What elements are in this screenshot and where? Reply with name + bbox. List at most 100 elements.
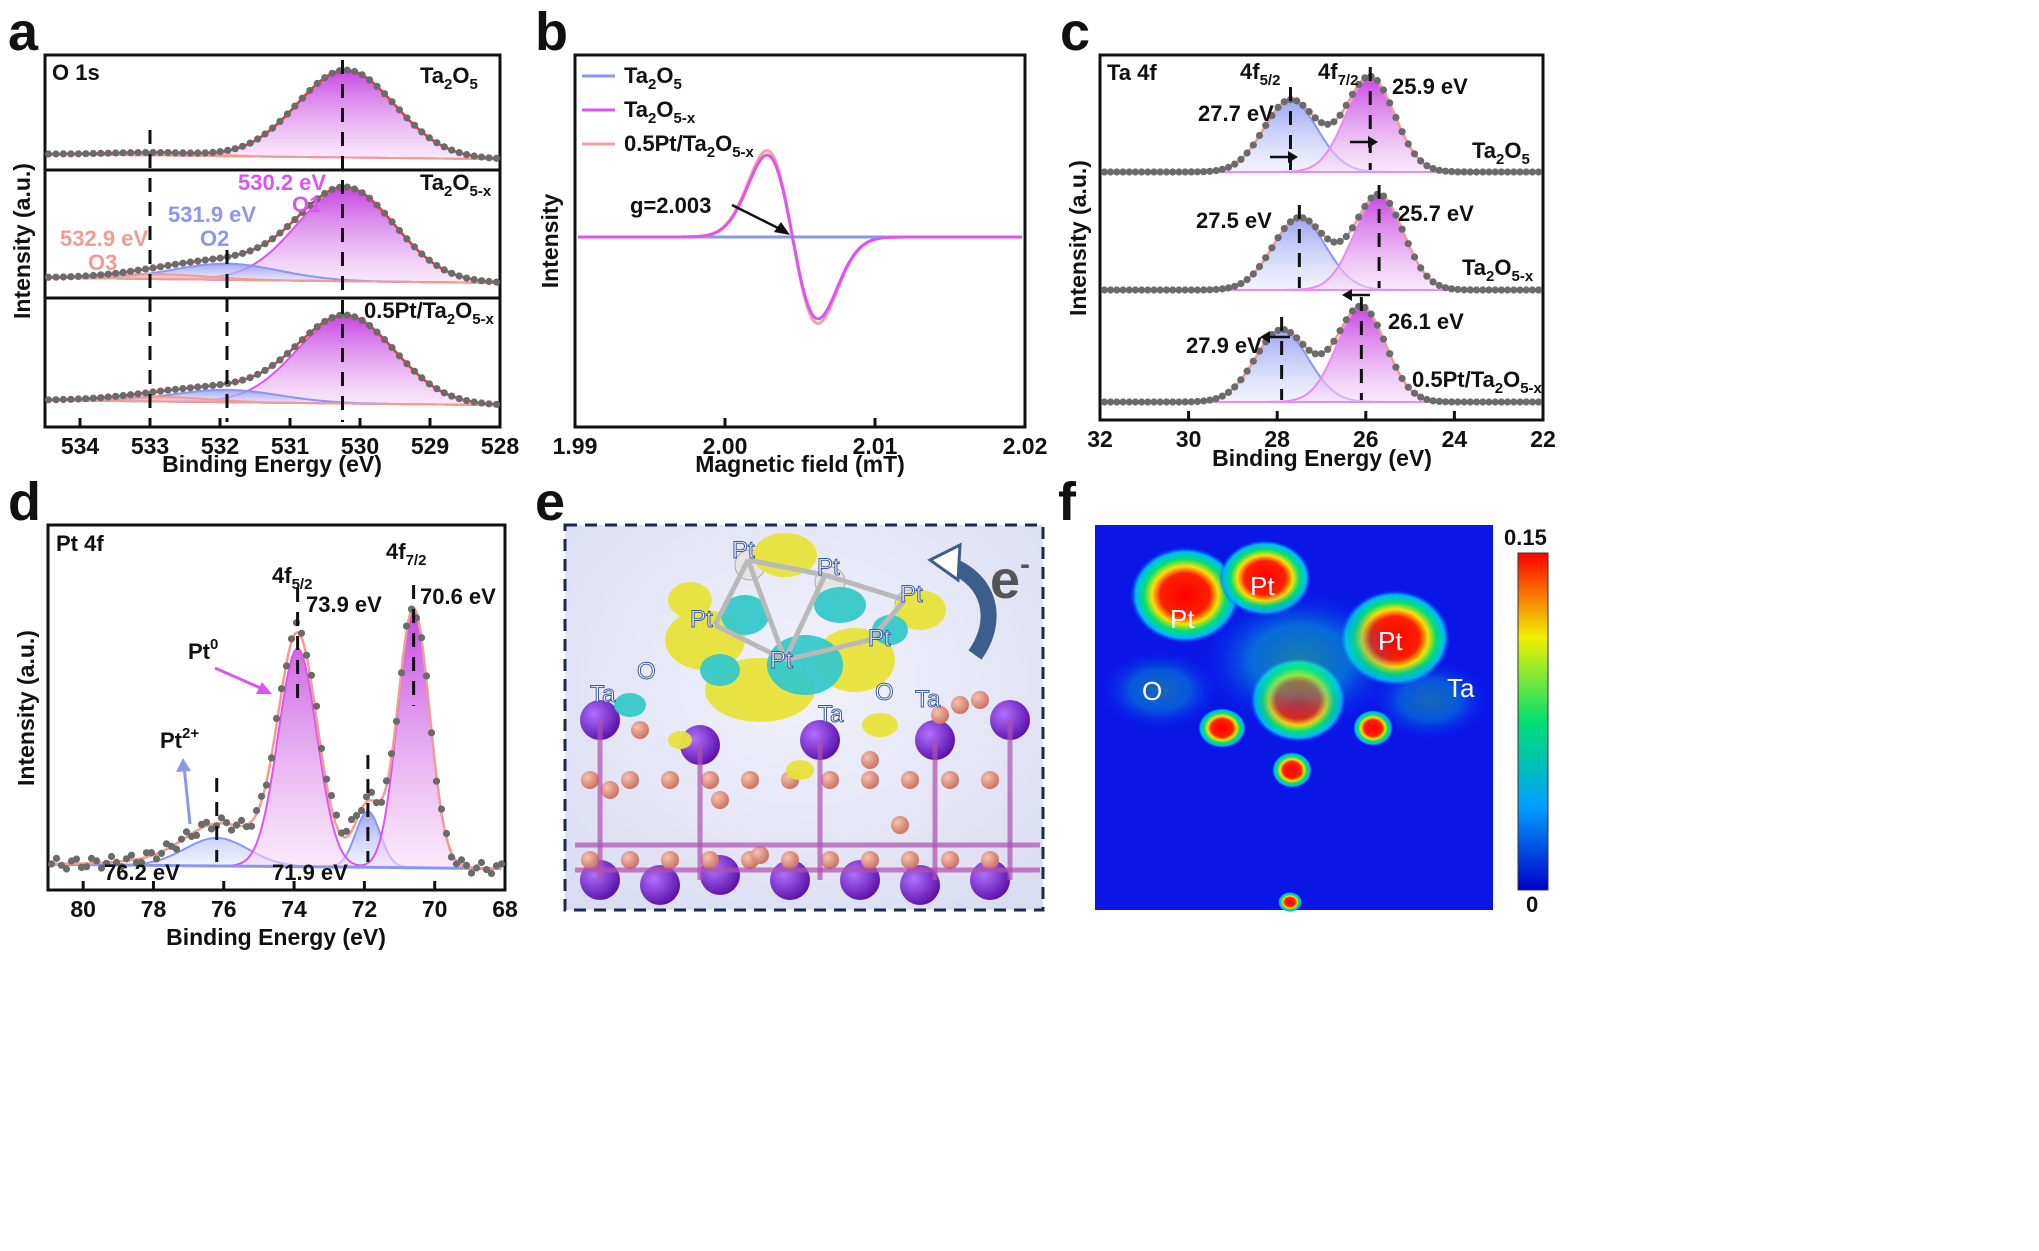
panel-a-data-point — [164, 261, 172, 270]
panel-c-sample-3: 0.5Pt/Ta2O5-x — [1412, 367, 1543, 397]
panel-c-data-point — [1200, 397, 1208, 405]
panel-c-data-point — [1441, 284, 1450, 292]
panel-c-f72-fit-0 — [1104, 75, 1539, 173]
panel-a-data-point — [134, 266, 142, 274]
panel-c-data-point — [1119, 286, 1127, 294]
panel-a-data-point — [418, 250, 426, 258]
panel-d-curves — [47, 585, 506, 878]
e-o-atom — [751, 846, 769, 864]
panel-d-data-point — [142, 849, 151, 857]
panel-c-data-point — [1485, 286, 1493, 294]
panel-d-ticklabel-1: 78 — [141, 896, 167, 922]
panel-a-data-point — [455, 149, 463, 157]
panel-c-data-point — [1218, 165, 1226, 173]
e-label-pt-5: Pt — [868, 625, 891, 652]
panel-a-data-point — [149, 388, 157, 396]
panel-letter-d: d — [8, 472, 41, 532]
panel-c-data-point — [1423, 395, 1431, 404]
panel-a-data-point — [246, 139, 254, 147]
panel-d-data-point — [252, 807, 261, 815]
panel-d-ylabel: Intensity (a.u.) — [13, 630, 39, 786]
panel-a-peak-o1-name: O1 — [292, 192, 321, 217]
panel-c-data-point — [1119, 398, 1127, 406]
panel-c-data-point — [1472, 286, 1481, 294]
panel-c-ylabel: Intensity (a.u.) — [1065, 160, 1091, 316]
panel-e-electron-arrowhead — [927, 542, 962, 583]
panel-a-data-point — [291, 216, 299, 224]
panel-d-ticklabel-0: 80 — [70, 896, 96, 922]
panel-c-data-point — [1317, 229, 1326, 237]
panel-a-data-point — [380, 336, 389, 344]
panel-c-data-point — [1293, 97, 1301, 105]
panel-c-data-point — [1243, 149, 1251, 157]
e-o-atom — [861, 771, 879, 789]
panel-b-curves — [578, 149, 1022, 325]
panel-c-data-point — [1255, 263, 1264, 271]
e-o-atom — [781, 851, 799, 869]
panel-a-data-point — [209, 148, 217, 156]
panel-a-data-point — [261, 240, 269, 248]
panel-c-data-point — [1516, 286, 1524, 294]
panel-a-data-point — [313, 79, 321, 88]
panel-c-data-point — [1249, 141, 1257, 149]
panel-c-data-point — [1342, 316, 1350, 324]
panel-c-data-point — [1175, 168, 1183, 176]
panel-a-data-point — [186, 149, 194, 157]
panel-c-frame — [1098, 53, 1545, 422]
panel-a-data-point — [455, 272, 463, 280]
panel-b-xticks: 1.99 2.00 2.01 2.02 — [553, 418, 1047, 459]
panel-a-data-point — [433, 139, 441, 147]
panel-a-data-point — [313, 195, 321, 203]
panel-d-data-point — [317, 744, 326, 753]
panel-d-data-point — [182, 828, 191, 836]
panel-c-data-point — [1504, 286, 1512, 294]
panel-d-frame — [46, 523, 507, 892]
panel-a-data-point — [104, 149, 112, 157]
f-label-o: O — [1142, 676, 1162, 706]
panel-a-data-point — [395, 226, 403, 235]
panel-a-data-point — [343, 311, 351, 319]
panel-a-data-point — [291, 102, 299, 110]
panel-c-data-point — [1342, 101, 1350, 109]
panel-c-data-point — [1472, 398, 1481, 406]
panel-c-data-point — [1181, 286, 1189, 294]
panel-a-data-point — [448, 392, 456, 400]
e-o-atom — [941, 771, 959, 789]
panel-c-data-point — [1386, 99, 1394, 107]
panel-d-data-point — [62, 865, 71, 873]
panel-a-data-point — [44, 150, 53, 158]
panel-c-data-point — [1361, 74, 1369, 82]
panel-c-data-point — [1379, 335, 1388, 343]
panel-c-data-point — [1361, 202, 1369, 210]
panel-d-pt0-label: Pt0 — [188, 636, 218, 664]
panel-a-data-point — [52, 273, 60, 281]
panel-a-data-point — [156, 263, 165, 271]
panel-a-data-point — [276, 229, 284, 237]
panel-d-data-point — [392, 717, 401, 725]
panel-d-pt4f-xps: d Pt 4f 4f5/2 4f7/2 73.9 eV 70.6 eV 76.2… — [8, 472, 518, 950]
panel-c-data-point — [1107, 398, 1115, 406]
panel-c-data-point — [1169, 286, 1177, 294]
panel-d-data-point — [362, 793, 371, 801]
e-o-atom — [621, 771, 639, 789]
panel-c-data-point — [1336, 111, 1344, 119]
panel-c-data-point — [1448, 285, 1456, 293]
panel-c-data-point — [1224, 388, 1233, 396]
panel-c-data-point — [1510, 168, 1518, 176]
panel-c-data-point — [1355, 80, 1363, 88]
panel-d-pt0-arrowhead — [256, 682, 272, 694]
panel-d-data-point — [157, 849, 166, 858]
panel-a-peak-o2-energy: 531.9 eV — [168, 202, 256, 227]
panel-a-data-point — [119, 268, 127, 276]
panel-c-data-point — [1237, 376, 1245, 384]
panel-d-data-point — [277, 685, 286, 693]
panel-c-data-point — [1398, 128, 1406, 136]
panel-c-data-point — [1441, 398, 1450, 406]
panel-a-data-point — [440, 143, 448, 151]
panel-c-data-point — [1460, 398, 1468, 406]
panel-b-ticklabel-2: 2.01 — [853, 433, 898, 459]
panel-d-data-point — [237, 816, 246, 825]
panel-c-e52-s2: 27.5 eV — [1196, 208, 1272, 233]
panel-a-data-point — [246, 247, 254, 255]
panel-b-frame — [573, 53, 1027, 429]
